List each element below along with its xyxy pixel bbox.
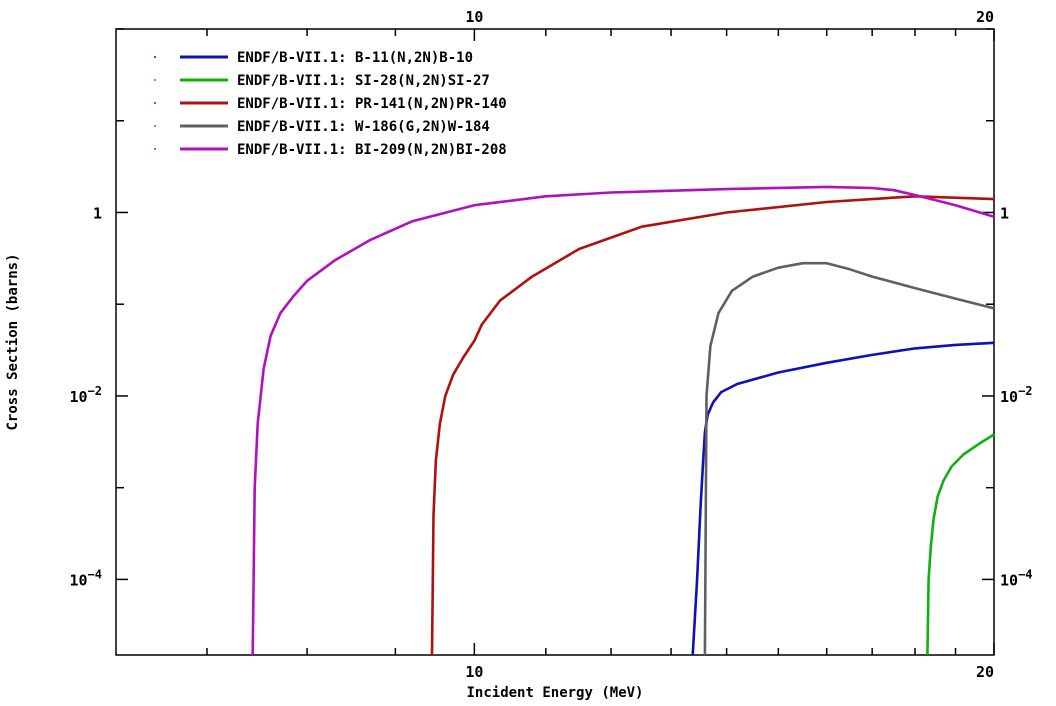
series-line-2	[430, 195, 995, 656]
y-tick-base: 1	[1000, 204, 1009, 222]
y-tick-base: 10	[1000, 571, 1018, 589]
series-line-1	[926, 433, 995, 656]
legend-entry: ENDF/B-VII.1: W-186(G,2N)W-184	[237, 119, 490, 135]
legend-entry: ENDF/B-VII.1: SI-28(N,2N)SI-27	[237, 73, 490, 89]
legend-dot	[154, 102, 156, 104]
legend-entry: ENDF/B-VII.1: PR-141(N,2N)PR-140	[237, 96, 507, 112]
y-axis-title: Cross Section (barns)	[5, 253, 21, 430]
y-tick-exponent: −4	[1018, 567, 1032, 581]
series-line-4	[251, 185, 995, 656]
legend-dot	[154, 79, 156, 81]
y-tick-base: 10	[69, 571, 87, 589]
y-tick-label: 1	[93, 204, 102, 222]
legend-dot	[154, 125, 156, 127]
y-tick-label-right: 10−4	[1000, 567, 1033, 589]
y-tick-base: 10	[69, 388, 87, 406]
legend-dot	[154, 56, 156, 58]
x-axis-title: Incident Energy (MeV)	[466, 685, 643, 701]
y-tick-exponent: −2	[88, 384, 102, 398]
plot-frame	[115, 28, 995, 656]
series-line-3	[703, 261, 995, 656]
x-tick-label-top: 10	[465, 8, 483, 26]
y-tick-label: 10−2	[69, 384, 102, 406]
legend-entry: ENDF/B-VII.1: B-11(N,2N)B-10	[237, 50, 473, 66]
legend-dot	[154, 148, 156, 150]
x-tick-label: 10	[465, 663, 483, 681]
x-tick-label-top: 20	[976, 8, 994, 26]
x-tick-label: 20	[976, 663, 994, 681]
y-tick-label-right: 10−2	[1000, 384, 1033, 406]
legend: ENDF/B-VII.1: B-11(N,2N)B-10 ENDF/B-VII.1…	[154, 50, 507, 158]
y-tick-label: 10−4	[69, 567, 102, 589]
y-tick-exponent: −2	[1018, 384, 1032, 398]
y-tick-base: 10	[1000, 388, 1018, 406]
series-curves	[251, 185, 995, 656]
y-tick-exponent: −4	[88, 567, 102, 581]
axis-ticks	[116, 28, 995, 655]
series-line-0	[691, 341, 995, 656]
legend-entry: ENDF/B-VII.1: BI-209(N,2N)BI-208	[237, 142, 507, 158]
y-tick-base: 1	[93, 204, 102, 222]
y-tick-label-right: 1	[1000, 204, 1009, 222]
